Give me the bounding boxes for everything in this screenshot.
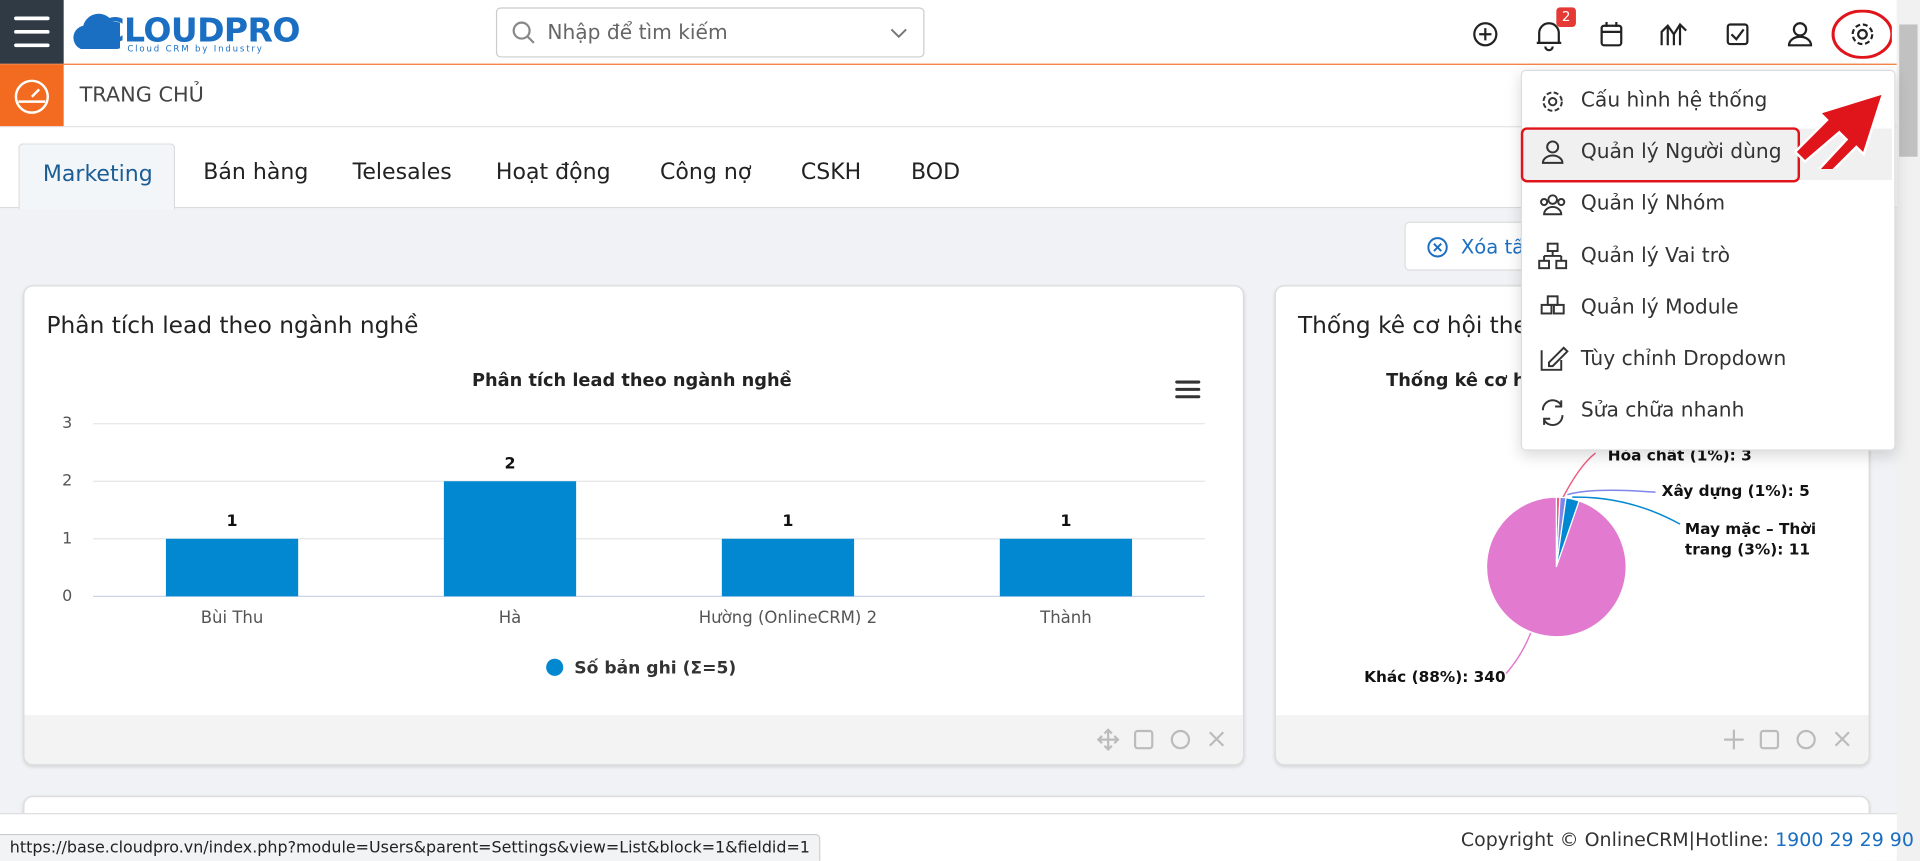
pointer-arrow xyxy=(1793,91,1886,169)
y-tick-label: 1 xyxy=(62,528,72,547)
menu-toggle[interactable] xyxy=(0,0,64,64)
highlight-circle xyxy=(1831,9,1892,59)
refresh-icon[interactable] xyxy=(1170,729,1816,750)
chart-title: Phân tích lead theo ngành nghề xyxy=(472,370,792,391)
logo-tagline: Cloud CRM by Industry xyxy=(127,44,264,54)
logo-text: CLOUDPRO xyxy=(100,12,300,51)
tab[interactable]: Telesales xyxy=(352,159,452,185)
highlight-box xyxy=(1520,127,1801,183)
dashboard-icon-box xyxy=(0,64,64,127)
widget-footer xyxy=(24,715,1243,765)
menu-item[interactable]: Sửa chữa nhanh xyxy=(1580,398,1745,422)
hotline-label: Hotline: xyxy=(1695,828,1770,852)
tab[interactable]: Marketing xyxy=(42,161,153,188)
menu-item[interactable]: Cấu hình hệ thống xyxy=(1580,88,1768,112)
y-tick-label: 2 xyxy=(62,471,72,490)
menu-item[interactable]: Tùy chỉnh Dropdown xyxy=(1580,346,1787,370)
bar xyxy=(721,538,855,597)
user-icon[interactable] xyxy=(1787,22,1813,47)
bar xyxy=(999,538,1133,597)
hamburger-icon xyxy=(14,16,50,48)
pie-label: Khác (88%): 340 xyxy=(1364,667,1506,686)
chart-title: Thống kê cơ hộ xyxy=(1386,370,1538,391)
module-icon xyxy=(1540,295,1565,315)
y-tick-label: 3 xyxy=(62,413,72,432)
header-icons xyxy=(1473,9,1892,59)
chart-menu-icon[interactable] xyxy=(1175,380,1201,399)
tab[interactable]: Công nợ xyxy=(660,159,752,185)
menu-item[interactable]: Quản lý Module xyxy=(1580,294,1739,319)
menu-item[interactable]: Quản lý Vai trò xyxy=(1580,243,1730,267)
legend-label: Số bản ghi (Σ=5) xyxy=(574,658,736,679)
tab[interactable]: Bán hàng xyxy=(203,159,309,185)
y-tick-label: 0 xyxy=(62,586,72,605)
breadcrumb: TRANG CHỦ xyxy=(79,83,204,108)
search-icon xyxy=(512,21,535,44)
x-tick-label: Hà xyxy=(499,608,522,627)
logo-cloud xyxy=(73,13,121,49)
widget-tools xyxy=(1096,728,1850,751)
bar xyxy=(165,538,299,597)
legend-marker xyxy=(546,658,564,676)
bell-icon[interactable] xyxy=(1536,22,1562,52)
group-icon xyxy=(1540,194,1566,216)
add-icon[interactable] xyxy=(1473,22,1498,47)
menu-icons xyxy=(1538,91,1569,427)
hotline[interactable]: 1900 29 29 90 xyxy=(1775,828,1914,852)
pie-slice xyxy=(1485,496,1627,638)
close-icon[interactable] xyxy=(1209,731,1850,747)
data-label: 1 xyxy=(782,511,793,530)
settings-icon[interactable] xyxy=(1851,23,1874,46)
tab[interactable]: BOD xyxy=(911,159,961,185)
repair-icon xyxy=(1541,399,1564,427)
widget-footer xyxy=(1275,715,1869,765)
widget-title: Thống kê cơ hội the xyxy=(1297,312,1528,340)
footer-text: Copyright © OnlineCRM|Hotline: 1900 29 2… xyxy=(1460,828,1914,852)
top-bar xyxy=(0,0,1897,65)
tab[interactable]: CSKH xyxy=(800,159,862,185)
menu-item[interactable]: Quản lý Nhóm xyxy=(1580,191,1726,215)
widget-title: Phân tích lead theo ngành nghề xyxy=(46,312,419,340)
dropdown-icon xyxy=(1540,346,1569,371)
clear-icon xyxy=(1427,237,1448,258)
widget-lead-industry xyxy=(23,285,1245,766)
active-tab-bg xyxy=(18,143,176,210)
user-icon xyxy=(1541,140,1564,164)
task-icon[interactable] xyxy=(1726,23,1749,46)
status-url: https://base.cloudpro.vn/index.php?modul… xyxy=(0,833,821,861)
data-label: 1 xyxy=(227,511,238,530)
data-label: 2 xyxy=(504,454,515,473)
edit-icon[interactable] xyxy=(1134,729,1780,750)
pie-leader-lines xyxy=(1505,452,1681,674)
search-box[interactable]: Nhập để tìm kiếm xyxy=(495,7,925,58)
scrollbar xyxy=(1896,0,1920,861)
data-label: 1 xyxy=(1060,511,1071,530)
pie-label: Xây dựng (1%): 5 xyxy=(1661,481,1810,500)
x-tick-label: Hường (OnlineCRM) 2 xyxy=(699,608,877,627)
search-caret xyxy=(890,28,907,39)
dashboard-icon xyxy=(14,79,49,114)
pie-label: May mặc – Thời trang (3%): 11 xyxy=(1684,519,1817,559)
copyright: Copyright © OnlineCRM xyxy=(1460,828,1689,852)
config-icon xyxy=(1542,91,1563,112)
role-icon xyxy=(1538,242,1568,270)
menu-item[interactable]: Quản lý Người dùng xyxy=(1580,139,1782,164)
calendar-icon[interactable] xyxy=(1600,22,1623,47)
scrollbar-thumb[interactable] xyxy=(1899,24,1918,157)
report-icon[interactable] xyxy=(1660,22,1687,46)
logo[interactable]: CLOUDPRO xyxy=(100,12,300,51)
search-placeholder: Nhập để tìm kiếm xyxy=(547,20,728,45)
x-tick-label: Bùi Thu xyxy=(201,608,264,627)
tab[interactable]: Hoạt động xyxy=(495,159,611,185)
filter-button-label: Xóa tấ xyxy=(1460,235,1525,259)
bar xyxy=(443,481,577,597)
move-icon[interactable] xyxy=(1096,728,1744,751)
x-tick-label: Thành xyxy=(1039,608,1092,627)
notification-badge: 2 xyxy=(1556,7,1576,27)
